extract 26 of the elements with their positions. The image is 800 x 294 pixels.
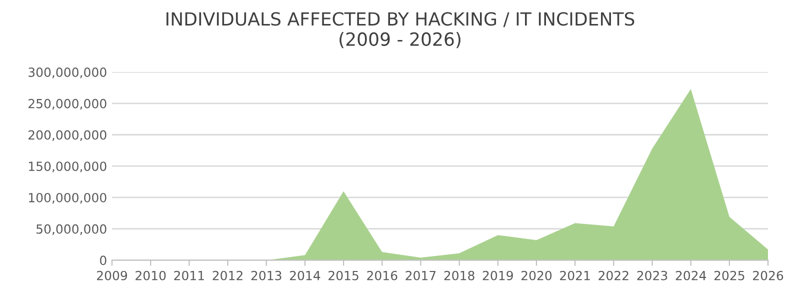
y-tick-label: 0 [100, 256, 106, 266]
x-tick-label: 2018 [444, 270, 474, 280]
x-tick-label: 2010 [136, 270, 166, 280]
y-tick-label: 250,000,000 [28, 98, 106, 110]
y-tick-label: 50,000,000 [36, 224, 106, 236]
chart-title: INDIVIDUALS AFFECTED BY HACKING / IT INCIDENTS (2009 - 2026) [166, 12, 634, 48]
x-tick-label: 2019 [482, 270, 513, 280]
x-tick-label: 2009 [97, 270, 128, 280]
x-tick-label: 2023 [637, 270, 668, 280]
x-tick-label: 2025 [714, 270, 744, 280]
x-tick-label: 2012 [212, 270, 242, 280]
y-tick-label: 300,000,000 [28, 68, 106, 78]
x-tick-label: 2011 [174, 270, 204, 280]
x-tick-label: 2026 [753, 270, 784, 280]
x-tick-label: 2024 [676, 270, 706, 280]
x-tick-label: 2013 [251, 270, 282, 280]
y-tick-label: 200,000,000 [28, 130, 106, 141]
x-tick-label: 2020 [521, 270, 552, 280]
x-tick-label: 2016 [367, 270, 398, 280]
x-tick-label: 2015 [328, 270, 358, 280]
x-tick-label: 2017 [406, 270, 436, 280]
x-tick-label: 2021 [560, 270, 590, 280]
x-tick-label: 2022 [598, 270, 628, 280]
y-tick-label: 100,000,000 [28, 192, 106, 204]
y-tick-label: 150,000,000 [28, 162, 106, 172]
x-tick-label: 2014 [290, 270, 320, 280]
